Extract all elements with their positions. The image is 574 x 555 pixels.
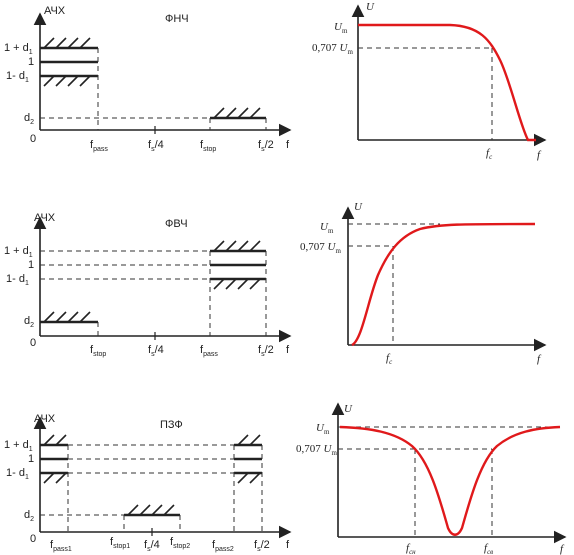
lpf-hatch-lower (43, 75, 91, 87)
resp-bsf-ylabel: U (344, 403, 353, 415)
hpf-hatch-upper (213, 240, 261, 252)
lpf-xtick-fpass: fpass (90, 139, 108, 153)
hpf-tolerance-diagram: АЧХ ФВЧ 1 + d1 1 1- d1 d2 0 fs (4, 212, 292, 358)
hpf-ytick-one: 1 (28, 259, 34, 271)
bsf-xtick-fpass1: fpass1 (50, 539, 72, 553)
hpf-ytick-lower: 1- d1 (6, 273, 29, 287)
resp-bsf-fcn: fсн (406, 542, 416, 555)
lpf-ytick-d2: d2 (24, 112, 34, 126)
resp-hpf-xlabel: f (537, 353, 542, 365)
resp-lpf-xlabel: f (537, 149, 542, 161)
resp-bsf-curve (339, 425, 561, 536)
resp-bsf-u707: 0,707 Um (296, 443, 337, 457)
hpf-xaxis-label: f (286, 344, 290, 356)
lpf-response-chart: U Um 0,707 Um fc f (312, 1, 547, 161)
hpf-ytick-zero: 0 (30, 337, 36, 349)
lpf-hatch-stop (213, 107, 261, 119)
resp-hpf-ylabel: U (354, 201, 363, 213)
lpf-xtick-fs2: fs/2 (258, 139, 274, 153)
bsf-xtick-fpass2: fpass2 (212, 539, 234, 553)
lpf-ytick-zero: 0 (30, 133, 36, 145)
resp-hpf-fc: fc (386, 352, 393, 366)
lpf-tolerance-diagram: АЧХ ФНЧ 1 + d1 1 1- d1 d2 0 fpass (4, 5, 292, 153)
resp-hpf-um: Um (320, 221, 334, 235)
resp-bsf-fcv: fсв (484, 542, 493, 555)
lpf-title: ФНЧ (165, 13, 189, 25)
resp-hpf-curve (351, 222, 536, 347)
hpf-xtick-fs2: fs/2 (258, 344, 274, 358)
lpf-xtick-fs4: fs/4 (148, 139, 164, 153)
lpf-ylabel: АЧХ (44, 5, 66, 17)
bsf-hatch-pass1-upper (43, 434, 67, 446)
bsf-ytick-one: 1 (28, 453, 34, 465)
lpf-xtick-fstop: fstop (200, 139, 216, 153)
bsf-ytick-zero: 0 (30, 533, 36, 545)
bsf-xtick-fstop2: fstop2 (170, 536, 190, 550)
hpf-response-chart: U Um 0,707 Um fc f (300, 201, 547, 366)
lpf-ytick-one: 1 (28, 56, 34, 68)
bsf-response-chart: U Um 0,707 Um fсн fсв f (296, 402, 567, 555)
hpf-xtick-fstop: fstop (90, 344, 106, 358)
resp-hpf-u707: 0,707 Um (300, 241, 341, 255)
bsf-hatch-pass1-lower (43, 472, 67, 484)
bsf-xtick-fs4: fs/4 (144, 539, 160, 553)
resp-lpf-u707: 0,707 Um (312, 42, 353, 56)
hpf-title: ФВЧ (165, 218, 188, 230)
lpf-ytick-upper: 1 + d1 (4, 42, 33, 56)
bsf-ytick-upper: 1 + d1 (4, 439, 33, 453)
bsf-title: ПЗФ (160, 419, 183, 431)
bsf-hatch-stop (127, 504, 175, 516)
hpf-xtick-fs4: fs/4 (148, 344, 164, 358)
resp-lpf-um: Um (334, 21, 348, 35)
hpf-xtick-fpass: fpass (200, 344, 218, 358)
resp-lpf-curve (358, 23, 536, 142)
resp-bsf-xlabel: f (560, 543, 565, 555)
resp-lpf-ylabel: U (366, 1, 375, 13)
lpf-hatch-upper (43, 37, 91, 49)
bsf-xaxis-label: f (286, 539, 290, 551)
bsf-ytick-lower: 1- d1 (6, 467, 29, 481)
lpf-xaxis-label: f (286, 139, 290, 151)
bsf-tolerance-diagram: АЧХ ПЗФ 1 + d1 1 1- d1 d2 0 (4, 413, 292, 553)
hpf-hatch-stop (43, 311, 91, 323)
lpf-ytick-lower: 1- d1 (6, 70, 29, 84)
hpf-ytick-upper: 1 + d1 (4, 245, 33, 259)
bsf-hatch-pass2-lower (237, 472, 261, 484)
bsf-ylabel: АЧХ (34, 413, 56, 425)
resp-bsf-um: Um (316, 422, 330, 436)
bsf-ytick-d2: d2 (24, 509, 34, 523)
hpf-ylabel: АЧХ (34, 212, 56, 224)
hpf-ytick-d2: d2 (24, 315, 34, 329)
bsf-xtick-fstop1: fstop1 (110, 536, 130, 550)
resp-lpf-fc: fc (486, 147, 493, 161)
bsf-hatch-pass2-upper (237, 434, 261, 446)
hpf-hatch-lower (213, 278, 261, 290)
bsf-xtick-fs2: fs/2 (254, 539, 270, 553)
